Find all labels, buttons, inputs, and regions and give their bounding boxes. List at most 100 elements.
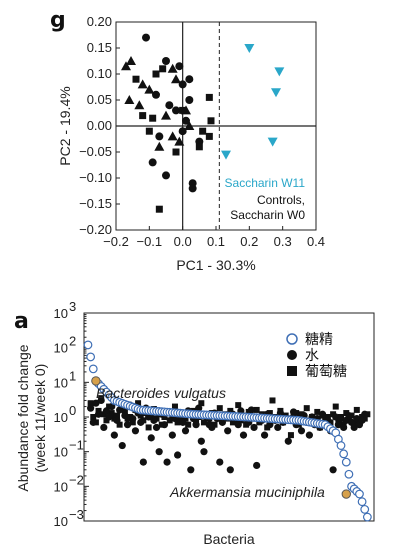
fold-y-tick-base: 10 (54, 445, 68, 460)
pca-x-tick-label: −0.1 (136, 234, 162, 249)
pca-x-axis-title: PC1 - 30.3% (176, 257, 255, 273)
fold-point-glucose (171, 403, 178, 410)
pca-point-saccharin-w11 (267, 137, 278, 147)
fold-point-glucose (216, 405, 223, 412)
fold-point-glucose (137, 412, 144, 419)
legend-open-circle-icon (286, 333, 298, 345)
pca-point-triangle (184, 121, 195, 130)
fold-point-glucose (253, 406, 260, 413)
pca-point-square (139, 112, 147, 120)
fold-point-water (208, 423, 216, 432)
pca-point-triangle (137, 79, 148, 89)
pca-point-square (159, 65, 167, 73)
pca-point-triangle (174, 136, 185, 146)
fold-y-tick-exponent: −1 (69, 438, 84, 453)
fold-point-water (218, 418, 227, 426)
legend-filled-square-icon (287, 366, 297, 376)
highlight-bacteroides (91, 376, 101, 386)
fold-point-water (226, 466, 234, 474)
fold-point-water (358, 416, 366, 424)
pca-point-saccharin-w11 (271, 88, 281, 98)
fold-y-tick-base: 10 (54, 341, 68, 356)
pca-point-square (149, 114, 157, 122)
pca-y-tick-label: −0.05 (79, 144, 112, 159)
fold-point-glucose (116, 421, 123, 428)
pca-point-circle (155, 132, 164, 141)
fold-point-glucose (330, 411, 337, 418)
fold-point-glucose (161, 414, 168, 420)
pca-point-saccharin-w11 (221, 150, 231, 160)
pca-y-tick-label: 0.20 (87, 14, 112, 29)
fold-change-y-axis-title-line2: (week 11/week 0) (32, 364, 48, 473)
legend-controls: Controls, (257, 193, 305, 207)
fold-point-glucose (87, 400, 94, 407)
pca-x-tick-label: 0.4 (307, 234, 325, 249)
pca-point-circle (162, 171, 170, 180)
pca-point-triangle (121, 61, 131, 71)
fold-point-water (131, 427, 140, 435)
fold-point-water (89, 418, 97, 426)
pca-point-circle (178, 80, 187, 89)
pca-point-triangle (161, 110, 171, 120)
fold-point-glucose (145, 424, 152, 431)
fold-point-water (105, 413, 113, 421)
pca-y-axis-title: PC2 - 19.4% (57, 86, 73, 165)
fold-y-tick-exponent: −2 (69, 472, 84, 487)
fold-point-water (116, 406, 124, 414)
fold-point-water (195, 404, 203, 412)
highlight-akkermansia (341, 489, 351, 499)
fold-point-saccharin (341, 457, 351, 467)
fold-point-water (340, 423, 348, 432)
fold-point-water (329, 466, 337, 474)
fold-point-glucose (314, 408, 321, 415)
pca-point-triangle (154, 141, 165, 151)
pca-point-circle (185, 96, 194, 104)
fold-y-tick-base: 10 (54, 479, 68, 494)
pca-point-saccharin-w11 (244, 44, 255, 53)
pca-point-circle (162, 57, 170, 65)
fold-point-glucose (90, 414, 97, 420)
fold-point-saccharin (355, 489, 364, 499)
pca-y-tick-label: −0.20 (79, 222, 112, 237)
fold-point-saccharin (357, 497, 367, 507)
pca-point-circle (178, 127, 187, 136)
fold-point-water (94, 410, 103, 418)
pca-point-circle (148, 158, 157, 167)
fold-point-water (260, 431, 269, 439)
fold-point-water (113, 416, 121, 424)
pca-y-tick-label: −0.10 (79, 170, 112, 185)
fold-y-tick-base: 10 (54, 514, 68, 529)
pca-point-square (195, 143, 203, 151)
fold-change-x-axis-title: Bacteria (203, 531, 255, 547)
fold-point-water (174, 451, 182, 459)
pca-y-ticks: 0.20 0.15 0.10 0.05 0.00 −0.05 −0.10 −0.15 −0.20 (79, 14, 120, 237)
fold-point-water (187, 466, 195, 474)
fold-point-water (197, 437, 205, 445)
annotation-bacteroides: Bacteroides vulgatus (96, 385, 226, 401)
pca-point-circle (165, 101, 174, 110)
legend-saccharin-w0: Saccharin W0 (230, 208, 305, 222)
fold-point-water (179, 418, 187, 426)
pca-point-square (205, 93, 213, 101)
fold-point-water (345, 411, 353, 420)
fold-y-tick-exponent: 2 (69, 334, 76, 349)
pca-point-circle (182, 116, 190, 125)
fold-point-glucose (113, 412, 120, 419)
fold-y-tick-base: 10 (54, 306, 68, 321)
legend-label-water: 水 (305, 348, 319, 364)
fold-change-series-saccharin (83, 340, 372, 522)
fold-point-glucose (185, 421, 192, 428)
panel-letter-a: a (14, 309, 29, 334)
pca-point-square (205, 132, 213, 140)
pca-x-tick-label: 0.3 (274, 234, 292, 249)
pca-point-triangle (144, 84, 155, 94)
fold-point-saccharin (362, 512, 372, 522)
fold-point-water (155, 448, 163, 456)
pca-point-square (145, 127, 153, 135)
pca-point-square (199, 127, 207, 135)
pca-point-circle (172, 106, 180, 115)
fold-y-tick-exponent: 3 (69, 299, 76, 314)
fold-point-water (121, 411, 129, 420)
